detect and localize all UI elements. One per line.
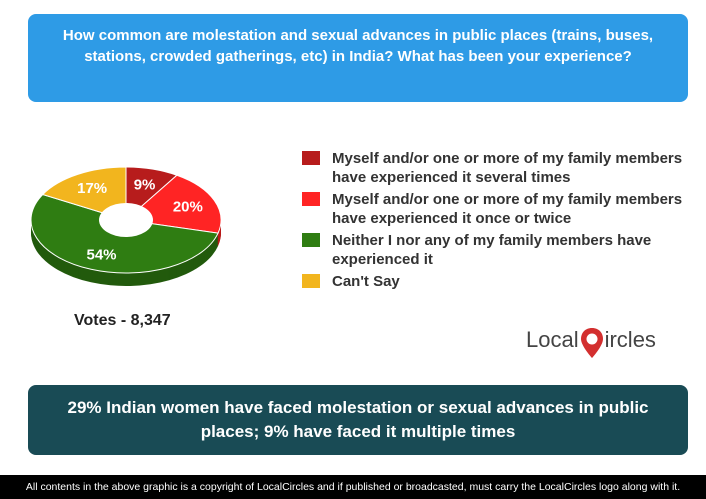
- localcircles-logo: Local ircles: [526, 326, 686, 366]
- donut-chart: 9% 20% 54% 17%: [30, 166, 222, 286]
- legend-swatch: [302, 233, 320, 247]
- legend-item-1: Myself and/or one or more of my family m…: [302, 149, 702, 187]
- slice-4: [41, 166, 127, 221]
- legend-item-2: Myself and/or one or more of my family m…: [302, 190, 702, 228]
- legend-item-3: Neither I nor any of my family members h…: [302, 231, 702, 269]
- legend-label: Myself and/or one or more of my family m…: [332, 191, 683, 227]
- legend-label: Neither I nor any of my family members h…: [332, 232, 652, 268]
- legend-label: Myself and/or one or more of my family m…: [332, 150, 683, 186]
- slice-label-3: 54%: [87, 246, 117, 263]
- question-text: How common are molestation and sexual ad…: [62, 27, 654, 65]
- chart-legend: Myself and/or one or more of my family m…: [302, 149, 702, 294]
- slice-label-2: 20%: [173, 198, 203, 215]
- legend-label: Can't Say: [332, 273, 400, 290]
- conclusion-banner: 29% Indian women have faced molestation …: [28, 385, 688, 455]
- logo-text-local: Local: [526, 327, 579, 352]
- copyright-footer: All contents in the above graphic is a c…: [0, 475, 706, 499]
- conclusion-text: 29% Indian women have faced molestation …: [67, 398, 649, 441]
- slice-label-1: 9%: [134, 176, 156, 193]
- question-banner: How common are molestation and sexual ad…: [28, 14, 688, 102]
- chart-labels: 9% 20% 54% 17%: [77, 176, 203, 263]
- slice-label-4: 17%: [77, 180, 107, 197]
- logo-text-ircles: ircles: [604, 327, 656, 352]
- legend-swatch: [302, 151, 320, 165]
- votes-count: Votes - 8,347: [74, 312, 171, 329]
- donut-hole: [99, 203, 153, 237]
- legend-item-4: Can't Say: [302, 272, 702, 291]
- legend-swatch: [302, 192, 320, 206]
- legend-swatch: [302, 274, 320, 288]
- logo-pin-icon: [580, 326, 604, 360]
